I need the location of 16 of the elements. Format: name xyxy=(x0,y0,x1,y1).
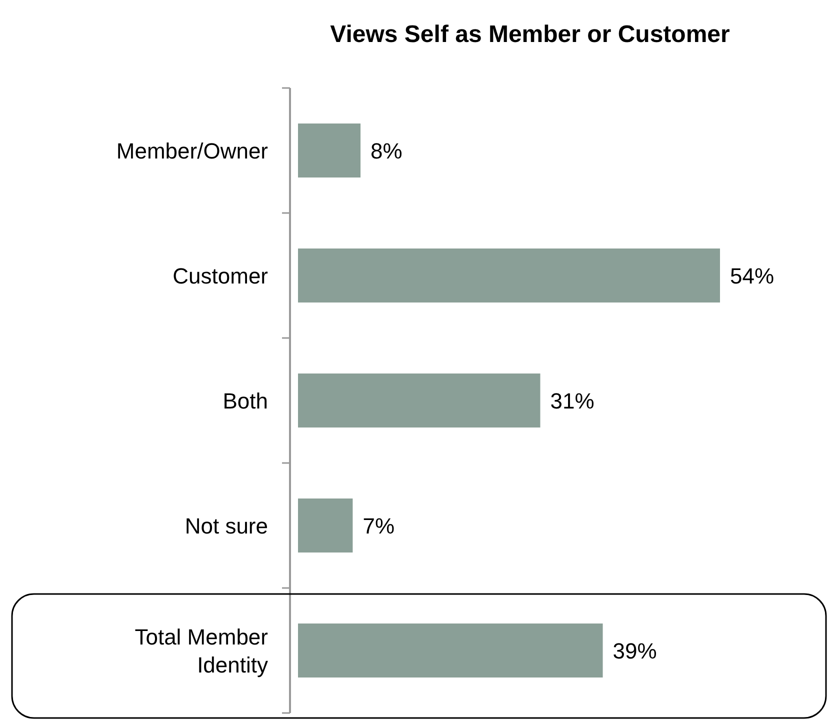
y-tick-label: Not sure xyxy=(184,514,268,538)
chart-title: Views Self as Member or Customer xyxy=(330,21,730,48)
bar xyxy=(298,124,361,178)
y-tick-label: Customer xyxy=(172,264,268,288)
bar xyxy=(298,374,540,428)
bar xyxy=(298,624,603,678)
data-label: 7% xyxy=(362,514,394,538)
data-label: 54% xyxy=(730,264,774,288)
data-label: 31% xyxy=(550,388,594,414)
y-tick-label: Member/Owner xyxy=(116,138,268,164)
bar xyxy=(298,248,720,302)
bar xyxy=(298,498,353,552)
data-label: 8% xyxy=(370,138,402,164)
data-label: 39% xyxy=(612,638,657,664)
y-tick-label: Both xyxy=(222,388,268,414)
y-tick-label: Total Member Identity xyxy=(134,624,268,678)
